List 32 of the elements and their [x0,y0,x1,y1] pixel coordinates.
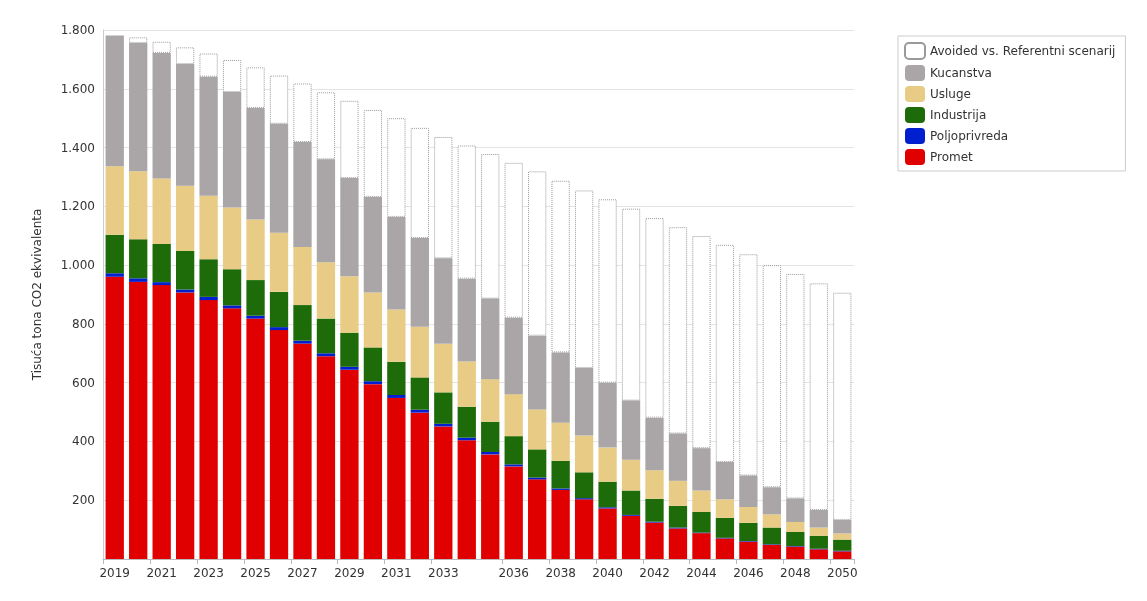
legend-label: Usluge [930,87,971,101]
legend-label: Kucanstva [930,66,992,80]
legend-label: Avoided vs. Referentni scenarij [930,44,1116,58]
y-tick-label: 1.000 [60,258,95,273]
x-tick-label: 2038 [545,566,576,580]
x-tick-label: 2029 [334,566,365,580]
legend-label: Industrija [930,108,987,122]
y-tick-label: 600 [72,375,95,390]
x-tick-label: 2046 [733,566,764,580]
y-tick-label: 1.200 [60,199,95,214]
x-tick-label: 2025 [240,566,271,580]
x-tick-label: 2036 [498,566,529,580]
x-tick-label: 2019 [99,566,131,580]
y-tick-label: 800 [72,316,95,331]
legend-label: Poljoprivreda [930,129,1009,143]
y-tick-label: 400 [72,434,95,449]
x-tick-label: 2033 [428,566,459,580]
x-tick-label: 2027 [287,566,318,580]
x-tick-label: 2050 [826,566,858,580]
y-tick-label: 1.600 [60,81,95,96]
x-tick-label: 2040 [592,566,623,580]
y-tick-label: 1.400 [60,140,95,155]
x-tick-label: 2042 [639,566,670,580]
y-tick-label: 200 [72,493,95,508]
x-tick-label: 2044 [686,566,717,580]
y-tick-label: 1.800 [60,23,95,37]
x-tick-label: 2023 [193,566,224,580]
x-tick-label: 2031 [381,566,412,580]
y-axis-title: Tisuća tona CO2 ekvivalenta [30,208,44,382]
x-tick-label: 2021 [146,566,177,580]
legend-label: Promet [930,150,974,164]
x-tick-label: 2048 [780,566,811,580]
